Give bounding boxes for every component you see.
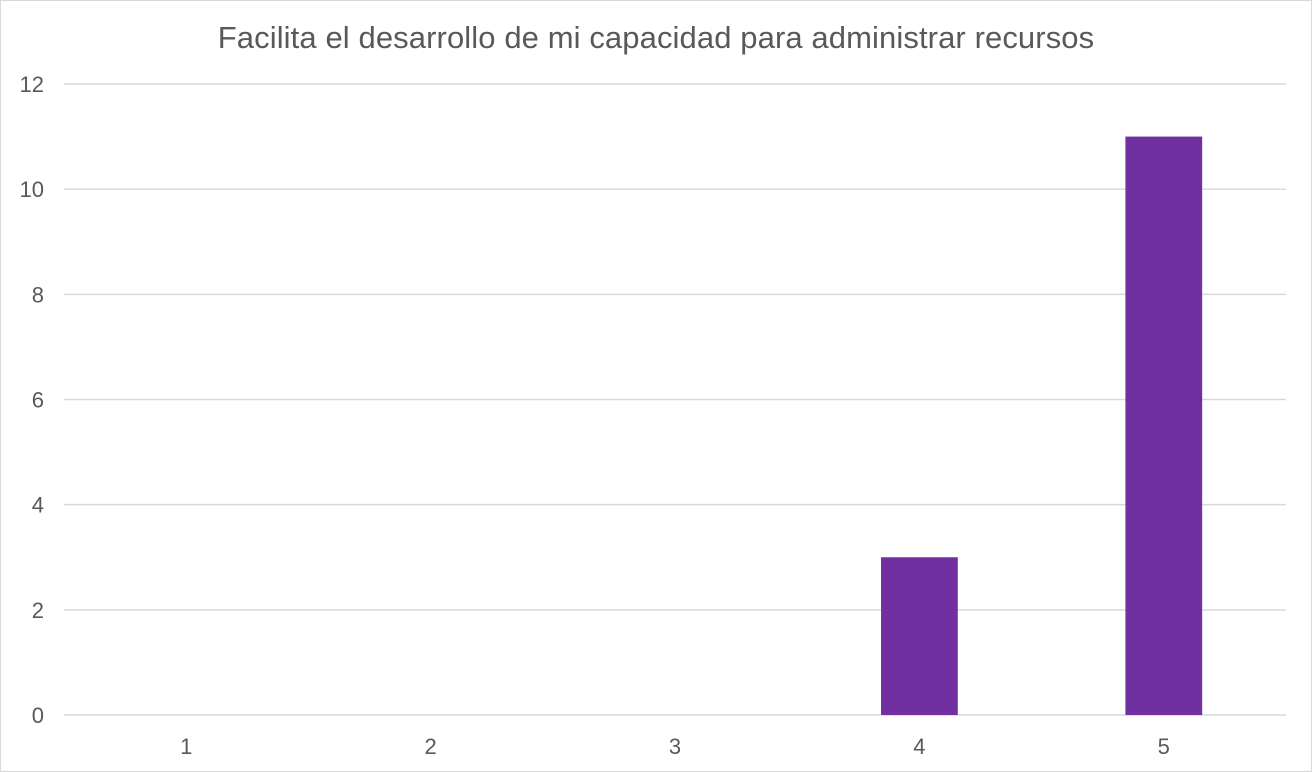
y-tick-label: 2 [32, 598, 44, 623]
chart-title: Facilita el desarrollo de mi capacidad p… [217, 20, 1095, 55]
y-tick-label: 12 [20, 72, 44, 97]
y-tick-label: 10 [20, 177, 44, 202]
gridlines [64, 83, 1286, 716]
x-tick-label: 3 [669, 734, 681, 759]
y-tick-label: 4 [32, 493, 44, 518]
bar-5 [1125, 136, 1203, 716]
bars [881, 136, 1203, 716]
x-tick-label: 5 [1158, 734, 1170, 759]
y-tick-label: 0 [32, 703, 44, 728]
y-tick-label: 6 [32, 388, 44, 413]
x-tick-label: 2 [424, 734, 436, 759]
y-axis-tick-labels: 0 2 4 6 8 10 12 [20, 72, 44, 728]
x-tick-label: 4 [913, 734, 925, 759]
bar-4 [881, 557, 958, 715]
x-axis-tick-labels: 1 2 3 4 5 [180, 734, 1170, 759]
x-tick-label: 1 [180, 734, 192, 759]
y-tick-label: 8 [32, 282, 44, 307]
